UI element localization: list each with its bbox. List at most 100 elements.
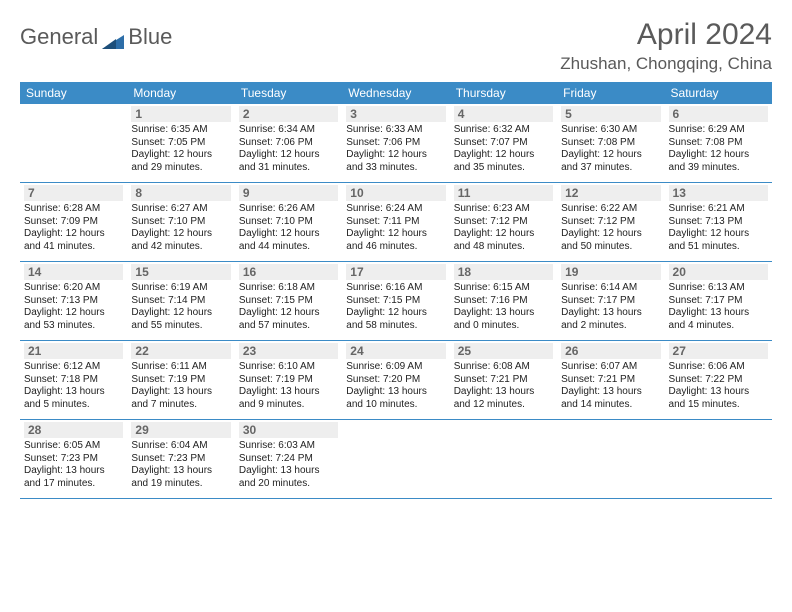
day-info: Sunrise: 6:16 AMSunset: 7:15 PMDaylight:… <box>346 282 445 332</box>
sunrise-line: Sunrise: 6:23 AM <box>454 203 553 216</box>
calendar-day-cell: 3Sunrise: 6:33 AMSunset: 7:06 PMDaylight… <box>342 104 449 182</box>
sunrise-line: Sunrise: 6:03 AM <box>239 440 338 453</box>
daylight-line: and 57 minutes. <box>239 320 338 333</box>
sunrise-line: Sunrise: 6:29 AM <box>669 124 768 137</box>
sunrise-line: Sunrise: 6:34 AM <box>239 124 338 137</box>
calendar-day-cell: 4Sunrise: 6:32 AMSunset: 7:07 PMDaylight… <box>450 104 557 182</box>
sunset-line: Sunset: 7:22 PM <box>669 374 768 387</box>
calendar-day-cell: 9Sunrise: 6:26 AMSunset: 7:10 PMDaylight… <box>235 183 342 261</box>
sunrise-line: Sunrise: 6:05 AM <box>24 440 123 453</box>
day-number: 15 <box>131 264 230 280</box>
daylight-line: and 51 minutes. <box>669 241 768 254</box>
sunset-line: Sunset: 7:15 PM <box>346 295 445 308</box>
location-label: Zhushan, Chongqing, China <box>560 54 772 74</box>
day-number: 3 <box>346 106 445 122</box>
daylight-line: Daylight: 13 hours <box>24 465 123 478</box>
sunset-line: Sunset: 7:23 PM <box>131 453 230 466</box>
daylight-line: and 44 minutes. <box>239 241 338 254</box>
calendar-day-cell: . <box>342 420 449 498</box>
sunset-line: Sunset: 7:10 PM <box>131 216 230 229</box>
daylight-line: Daylight: 13 hours <box>561 386 660 399</box>
sunrise-line: Sunrise: 6:15 AM <box>454 282 553 295</box>
sunrise-line: Sunrise: 6:13 AM <box>669 282 768 295</box>
daylight-line: Daylight: 12 hours <box>131 307 230 320</box>
daylight-line: and 41 minutes. <box>24 241 123 254</box>
calendar-day-cell: 12Sunrise: 6:22 AMSunset: 7:12 PMDayligh… <box>557 183 664 261</box>
sunset-line: Sunset: 7:21 PM <box>454 374 553 387</box>
sunrise-line: Sunrise: 6:28 AM <box>24 203 123 216</box>
daylight-line: and 17 minutes. <box>24 478 123 491</box>
sunset-line: Sunset: 7:23 PM <box>24 453 123 466</box>
daylight-line: and 12 minutes. <box>454 399 553 412</box>
daylight-line: Daylight: 12 hours <box>239 307 338 320</box>
daylight-line: and 55 minutes. <box>131 320 230 333</box>
sunrise-line: Sunrise: 6:14 AM <box>561 282 660 295</box>
sunrise-line: Sunrise: 6:18 AM <box>239 282 338 295</box>
day-info: Sunrise: 6:05 AMSunset: 7:23 PMDaylight:… <box>24 440 123 490</box>
sunrise-line: Sunrise: 6:26 AM <box>239 203 338 216</box>
daylight-line: Daylight: 13 hours <box>669 386 768 399</box>
day-info: Sunrise: 6:11 AMSunset: 7:19 PMDaylight:… <box>131 361 230 411</box>
daylight-line: and 0 minutes. <box>454 320 553 333</box>
day-number: 4 <box>454 106 553 122</box>
daylight-line: Daylight: 12 hours <box>346 228 445 241</box>
daylight-line: and 42 minutes. <box>131 241 230 254</box>
day-info: Sunrise: 6:07 AMSunset: 7:21 PMDaylight:… <box>561 361 660 411</box>
day-info: Sunrise: 6:09 AMSunset: 7:20 PMDaylight:… <box>346 361 445 411</box>
day-number: 5 <box>561 106 660 122</box>
day-number: 14 <box>24 264 123 280</box>
daylight-line: Daylight: 12 hours <box>454 228 553 241</box>
daylight-line: and 48 minutes. <box>454 241 553 254</box>
sunset-line: Sunset: 7:13 PM <box>669 216 768 229</box>
day-number: 11 <box>454 185 553 201</box>
day-number: 20 <box>669 264 768 280</box>
day-info: Sunrise: 6:06 AMSunset: 7:22 PMDaylight:… <box>669 361 768 411</box>
sunrise-line: Sunrise: 6:12 AM <box>24 361 123 374</box>
weekday-label: Tuesday <box>235 82 342 104</box>
sunset-line: Sunset: 7:20 PM <box>346 374 445 387</box>
sunrise-line: Sunrise: 6:04 AM <box>131 440 230 453</box>
sunrise-line: Sunrise: 6:27 AM <box>131 203 230 216</box>
page-header: General Blue April 2024 Zhushan, Chongqi… <box>20 18 772 74</box>
daylight-line: and 19 minutes. <box>131 478 230 491</box>
day-number: 25 <box>454 343 553 359</box>
day-info: Sunrise: 6:28 AMSunset: 7:09 PMDaylight:… <box>24 203 123 253</box>
sunset-line: Sunset: 7:19 PM <box>131 374 230 387</box>
day-number: 7 <box>24 185 123 201</box>
daylight-line: and 39 minutes. <box>669 162 768 175</box>
daylight-line: and 4 minutes. <box>669 320 768 333</box>
calendar-day-cell: 1Sunrise: 6:35 AMSunset: 7:05 PMDaylight… <box>127 104 234 182</box>
day-info: Sunrise: 6:13 AMSunset: 7:17 PMDaylight:… <box>669 282 768 332</box>
calendar-week-row: 14 Sunrise: 6:20 AMSunset: 7:13 PMDayligh… <box>20 262 772 341</box>
sunrise-line: Sunrise: 6:33 AM <box>346 124 445 137</box>
sunset-line: Sunset: 7:11 PM <box>346 216 445 229</box>
day-number: 9 <box>239 185 338 201</box>
daylight-line: and 9 minutes. <box>239 399 338 412</box>
brand-part2: Blue <box>128 24 172 50</box>
day-info: Sunrise: 6:29 AMSunset: 7:08 PMDaylight:… <box>669 124 768 174</box>
sunset-line: Sunset: 7:06 PM <box>346 137 445 150</box>
day-info: Sunrise: 6:04 AMSunset: 7:23 PMDaylight:… <box>131 440 230 490</box>
sunrise-line: Sunrise: 6:32 AM <box>454 124 553 137</box>
daylight-line: Daylight: 12 hours <box>561 228 660 241</box>
calendar-day-cell: 25Sunrise: 6:08 AMSunset: 7:21 PMDayligh… <box>450 341 557 419</box>
calendar-day-cell: 29Sunrise: 6:04 AMSunset: 7:23 PMDayligh… <box>127 420 234 498</box>
calendar-day-cell: 17Sunrise: 6:16 AMSunset: 7:15 PMDayligh… <box>342 262 449 340</box>
title-block: April 2024 Zhushan, Chongqing, China <box>560 18 772 74</box>
daylight-line: Daylight: 13 hours <box>669 307 768 320</box>
weekday-label: Monday <box>127 82 234 104</box>
sunrise-line: Sunrise: 6:08 AM <box>454 361 553 374</box>
sunset-line: Sunset: 7:08 PM <box>669 137 768 150</box>
calendar-day-cell: 21Sunrise: 6:12 AMSunset: 7:18 PMDayligh… <box>20 341 127 419</box>
sunset-line: Sunset: 7:05 PM <box>131 137 230 150</box>
daylight-line: Daylight: 13 hours <box>346 386 445 399</box>
calendar-day-cell: 19Sunrise: 6:14 AMSunset: 7:17 PMDayligh… <box>557 262 664 340</box>
calendar-day-cell: 13Sunrise: 6:21 AMSunset: 7:13 PMDayligh… <box>665 183 772 261</box>
sunset-line: Sunset: 7:10 PM <box>239 216 338 229</box>
calendar-day-cell: 30Sunrise: 6:03 AMSunset: 7:24 PMDayligh… <box>235 420 342 498</box>
day-info: Sunrise: 6:20 AMSunset: 7:13 PMDaylight:… <box>24 282 123 332</box>
day-number: 28 <box>24 422 123 438</box>
day-number: 24 <box>346 343 445 359</box>
daylight-line: Daylight: 12 hours <box>454 149 553 162</box>
day-number: 30 <box>239 422 338 438</box>
